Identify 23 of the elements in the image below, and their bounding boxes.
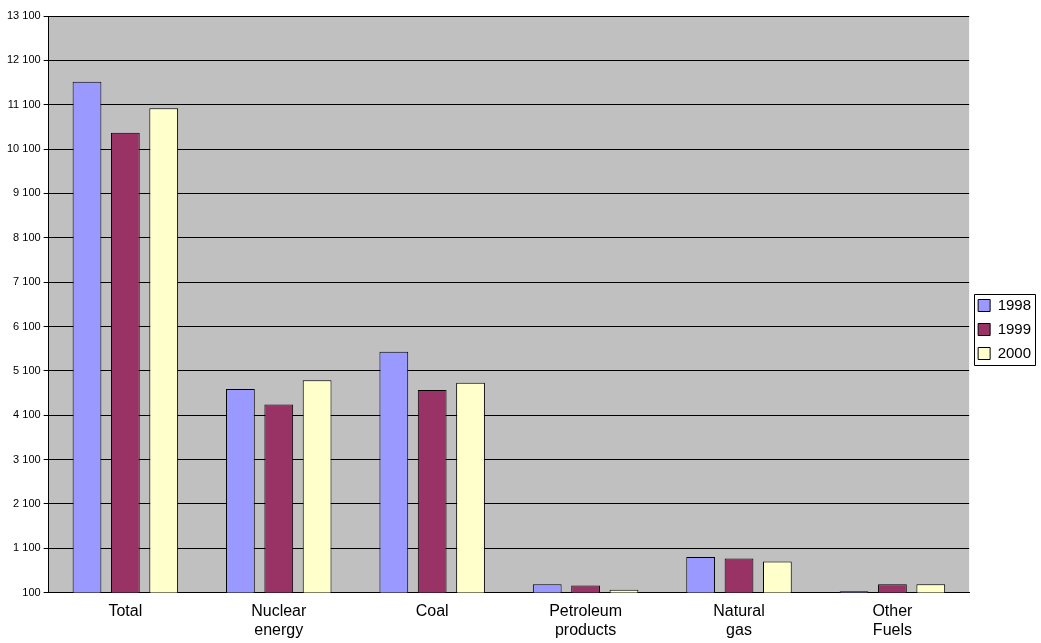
x-tick-label: Other Fuels	[872, 601, 914, 638]
y-tick-label: 100	[22, 585, 41, 598]
y-tick-label: 6 100	[13, 319, 41, 332]
legend-label: 2000	[997, 343, 1032, 361]
y-tick-label: 5 100	[13, 363, 41, 376]
y-tick-label: 9 100	[13, 186, 41, 199]
y-tick-label: 8 100	[13, 230, 41, 243]
y-tick-label: 2 100	[13, 496, 41, 509]
y-tick-label: 12 100	[6, 53, 41, 66]
y-tick-label: 7 100	[13, 275, 41, 288]
y-tick-label: 11 100	[7, 97, 41, 110]
y-tick-label: 10 100	[6, 142, 41, 155]
y-tick-label: 1 100	[13, 541, 41, 554]
x-tick-label: Coal	[415, 601, 449, 619]
x-tick-label: Nuclear energy	[251, 601, 307, 638]
x-tick-label: Petroleum products	[549, 601, 623, 638]
y-tick-label: 13 100	[6, 9, 41, 22]
y-tick-label: 3 100	[13, 452, 41, 465]
y-tick-label: 4 100	[13, 408, 41, 421]
legend-label: 1998	[997, 295, 1032, 313]
x-tick-label: Natural gas	[713, 601, 765, 638]
legend-label: 1999	[997, 319, 1032, 337]
x-tick-label: Total	[108, 601, 143, 619]
